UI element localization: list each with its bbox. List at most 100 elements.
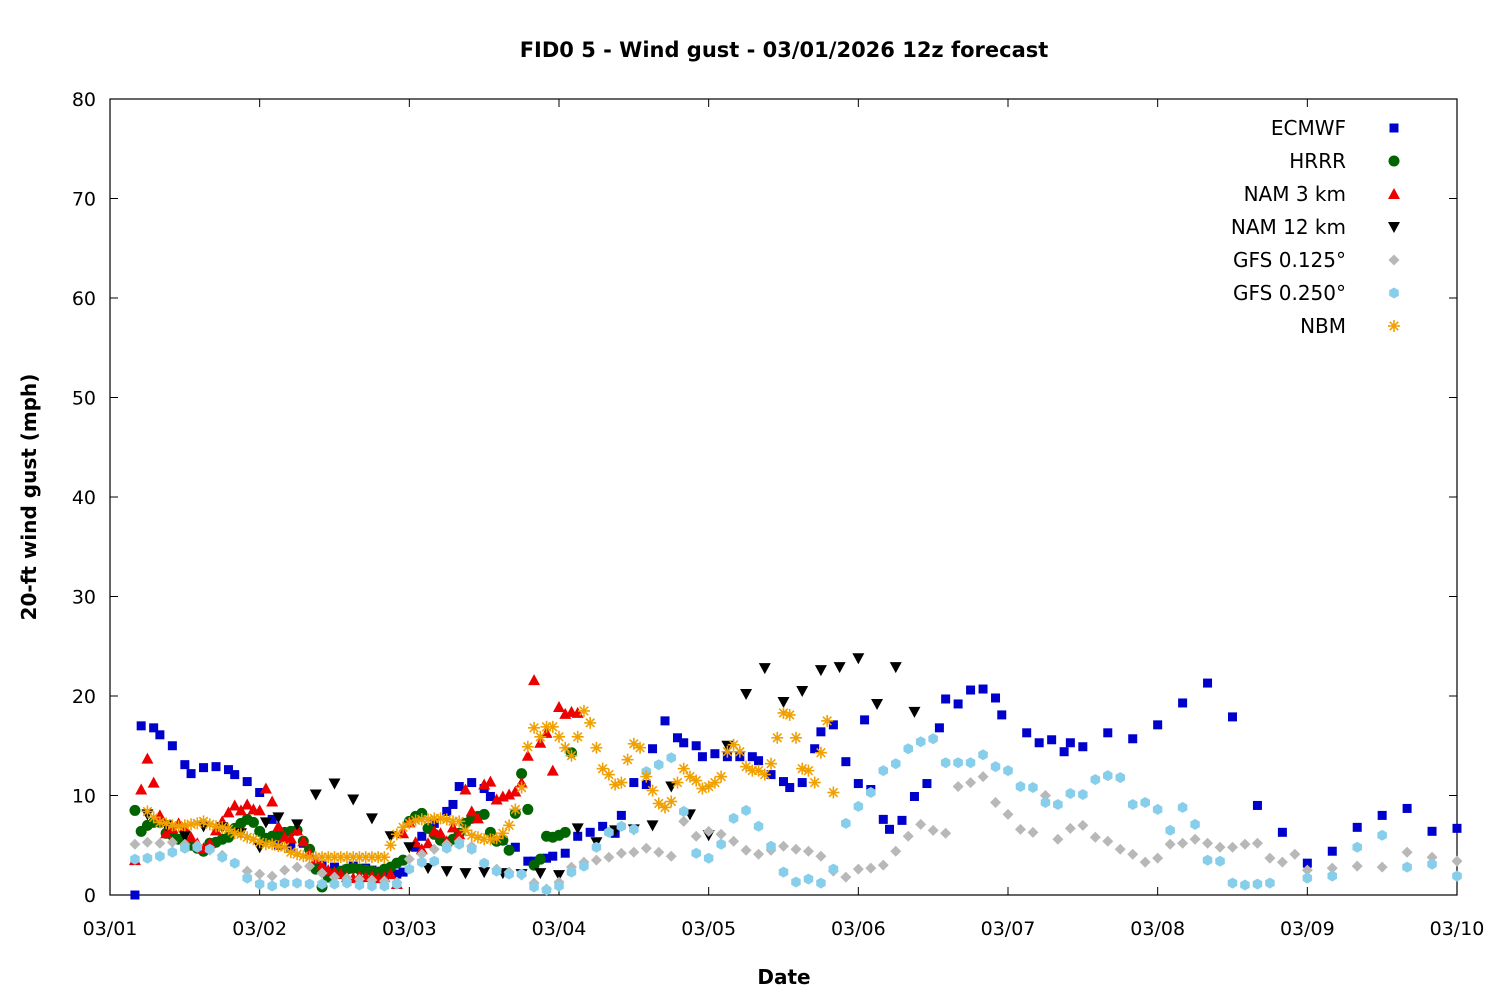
data-point [1103, 728, 1113, 738]
data-point [417, 856, 427, 868]
data-point [1301, 864, 1313, 876]
data-point [1427, 858, 1437, 870]
data-point [797, 778, 807, 788]
data-point [603, 851, 615, 863]
data-point [697, 752, 707, 762]
data-point [279, 864, 291, 876]
data-point [541, 884, 552, 896]
data-point [691, 741, 701, 751]
data-point [1189, 833, 1201, 845]
data-point [1177, 801, 1188, 813]
data-point [648, 744, 658, 754]
data-point [853, 800, 864, 812]
data-point [167, 846, 178, 858]
data-point [903, 743, 913, 755]
data-point [1078, 789, 1088, 800]
y-tick-label: 20 [72, 686, 96, 708]
data-point [130, 890, 140, 900]
data-point [503, 819, 516, 832]
data-point [897, 815, 907, 825]
data-point [230, 770, 240, 780]
x-tick-label: 03/07 [981, 918, 1036, 940]
data-point [629, 778, 639, 788]
data-point [503, 844, 515, 856]
data-point [1115, 772, 1125, 784]
data-point [1177, 837, 1189, 849]
x-tick-label: 03/09 [1280, 918, 1335, 940]
data-point [571, 730, 584, 743]
data-point [710, 749, 720, 759]
data-point [454, 838, 464, 850]
data-point [1028, 782, 1038, 793]
data-point [367, 880, 377, 892]
data-point [428, 843, 440, 855]
data-point [516, 868, 527, 880]
x-axis: 03/01 03/02 03/03 03/04 03/05 03/06 03/07 03/08… [83, 99, 1484, 940]
data-point [129, 804, 141, 816]
data-point [877, 859, 889, 871]
data-point [952, 781, 964, 793]
data-point [821, 714, 834, 727]
data-point [1040, 797, 1051, 808]
data-point [354, 879, 365, 891]
data-point [766, 840, 776, 852]
data-point [1065, 738, 1075, 748]
data-point [1139, 856, 1151, 868]
data-point [621, 753, 634, 766]
data-point [490, 832, 503, 845]
data-point [828, 720, 838, 730]
data-point [516, 768, 528, 780]
data-point [777, 696, 790, 708]
data-point [679, 805, 689, 817]
data-point [833, 662, 846, 674]
data-point [902, 830, 914, 842]
legend-label: NAM 3 km [1244, 182, 1346, 206]
data-point [966, 685, 976, 695]
data-point [272, 812, 285, 824]
data-point [728, 835, 740, 847]
data-point [783, 708, 796, 721]
data-point [665, 795, 678, 808]
series-gfs-0-250 [130, 733, 1462, 896]
data-point [598, 821, 608, 831]
data-point [559, 741, 572, 754]
data-point [909, 791, 919, 801]
data-point [328, 778, 341, 790]
data-point [1402, 861, 1412, 873]
data-point [154, 837, 166, 849]
data-point [534, 853, 546, 865]
data-point [317, 878, 327, 890]
data-point [828, 863, 839, 875]
data-point [453, 815, 466, 828]
data-point [810, 744, 820, 754]
x-tick-label: 03/04 [532, 918, 587, 940]
data-point [997, 710, 1007, 720]
data-point [1427, 826, 1437, 836]
data-point [1052, 833, 1064, 845]
data-point [254, 878, 265, 890]
y-tick-label: 40 [72, 487, 96, 509]
data-point [590, 854, 602, 866]
data-point [1452, 823, 1462, 833]
data-point [1152, 852, 1164, 864]
data-point [416, 848, 428, 860]
data-point [616, 810, 626, 820]
data-point [653, 846, 665, 858]
data-point [615, 776, 628, 789]
data-point [758, 663, 771, 675]
data-point [454, 782, 464, 792]
data-point [754, 756, 764, 766]
data-point [646, 820, 659, 832]
data-point [990, 761, 1001, 773]
data-point [342, 877, 352, 889]
data-point [577, 704, 590, 717]
data-point [559, 826, 571, 838]
data-point [634, 741, 647, 754]
x-tick-label: 03/01 [83, 918, 138, 940]
data-point [484, 775, 497, 787]
data-point [778, 866, 789, 878]
data-point [491, 865, 502, 877]
series-nbm [141, 704, 840, 864]
y-tick-label: 70 [72, 189, 96, 211]
data-point [827, 786, 840, 799]
